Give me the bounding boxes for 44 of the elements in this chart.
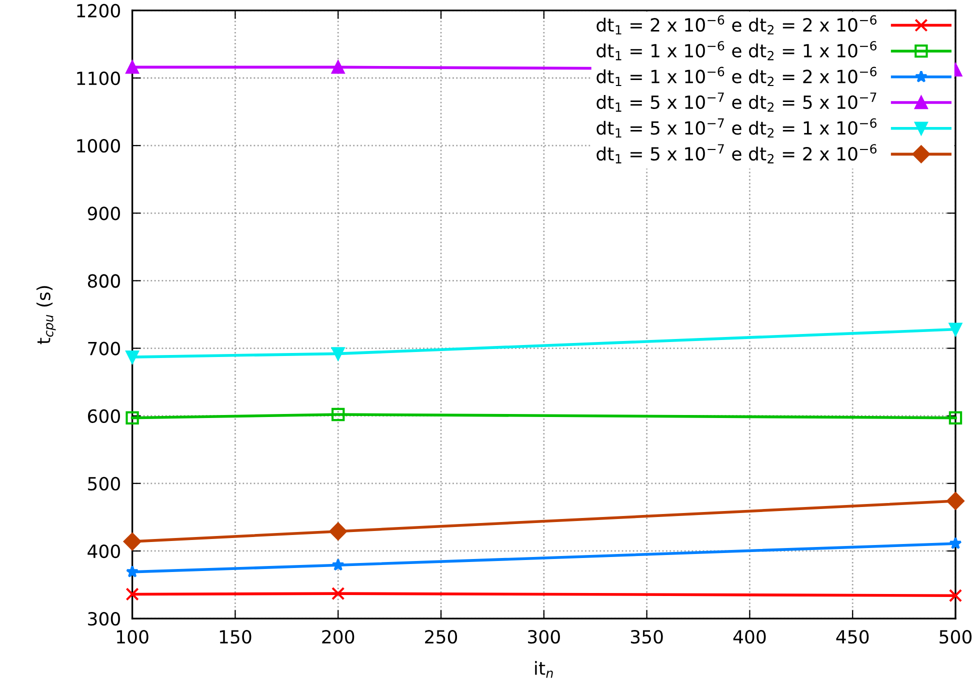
x-tick-label: 350 (630, 630, 663, 644)
x-tick-label: 150 (220, 630, 252, 644)
legend-label: dt$_{1}$ = 5 x 10$^{−7}$ e dt$_{2}$ = 1 x 10$^{−6}$ (596, 118, 877, 138)
y-tick-label: 1100 (77, 71, 120, 86)
y-tick-label: 900 (88, 206, 120, 220)
point (946, 492, 964, 510)
point (126, 565, 139, 578)
legend-label: dt$_{1}$ = 2 x 10$^{−6}$ e dt$_{2}$ = 2 x 10$^{−6}$ (596, 15, 877, 34)
point (332, 60, 345, 74)
y-tick-label: 800 (88, 274, 120, 288)
point (329, 522, 347, 540)
x-tick-label: 400 (733, 630, 766, 644)
point (126, 350, 139, 364)
legend-label: dt$_{1}$ = 5 x 10$^{−7}$ e dt$_{2}$ = 2 x 10$^{−6}$ (596, 144, 877, 164)
y-tick-label: 300 (88, 612, 120, 626)
legend-label: dt$_{1}$ = 5 x 10$^{−7}$ e dt$_{2}$ = 5 x 10$^{−7}$ (596, 92, 876, 112)
y-tick-label: 700 (88, 342, 120, 356)
point (332, 347, 345, 360)
point (126, 411, 139, 424)
y-tick-label: 500 (88, 476, 120, 491)
x-tick-label: 500 (940, 630, 972, 644)
point (949, 536, 962, 550)
point (126, 588, 139, 601)
y-tick-label: 400 (88, 544, 120, 558)
point (332, 586, 345, 600)
point (948, 411, 962, 424)
x-tick-label: 300 (528, 630, 560, 644)
point (332, 408, 345, 422)
y-tick-label: 1000 (77, 139, 120, 153)
point (948, 588, 962, 602)
x-axis-title: it$_{n}$ (535, 661, 553, 678)
point (123, 532, 142, 550)
point (126, 60, 139, 74)
legend-label: dt$_{1}$ = 1 x 10$^{−6}$ e dt$_{2}$ = 1 x 10$^{−6}$ (596, 40, 877, 60)
legend-label: dt$_{1}$ = 1 x 10$^{−6}$ e dt$_{2}$ = 2 x 10$^{−6}$ (596, 66, 877, 86)
x-tick-label: 200 (322, 630, 354, 644)
point (332, 558, 344, 571)
x-tick-label: 100 (117, 630, 148, 644)
point (948, 322, 962, 336)
y-tick-label: 600 (88, 409, 120, 423)
y-tick-label: 1200 (77, 4, 120, 18)
x-tick-label: 250 (425, 630, 458, 644)
y-axis-title: t$_{cpu}$ (s) (36, 286, 56, 344)
x-tick-label: 450 (836, 630, 869, 644)
